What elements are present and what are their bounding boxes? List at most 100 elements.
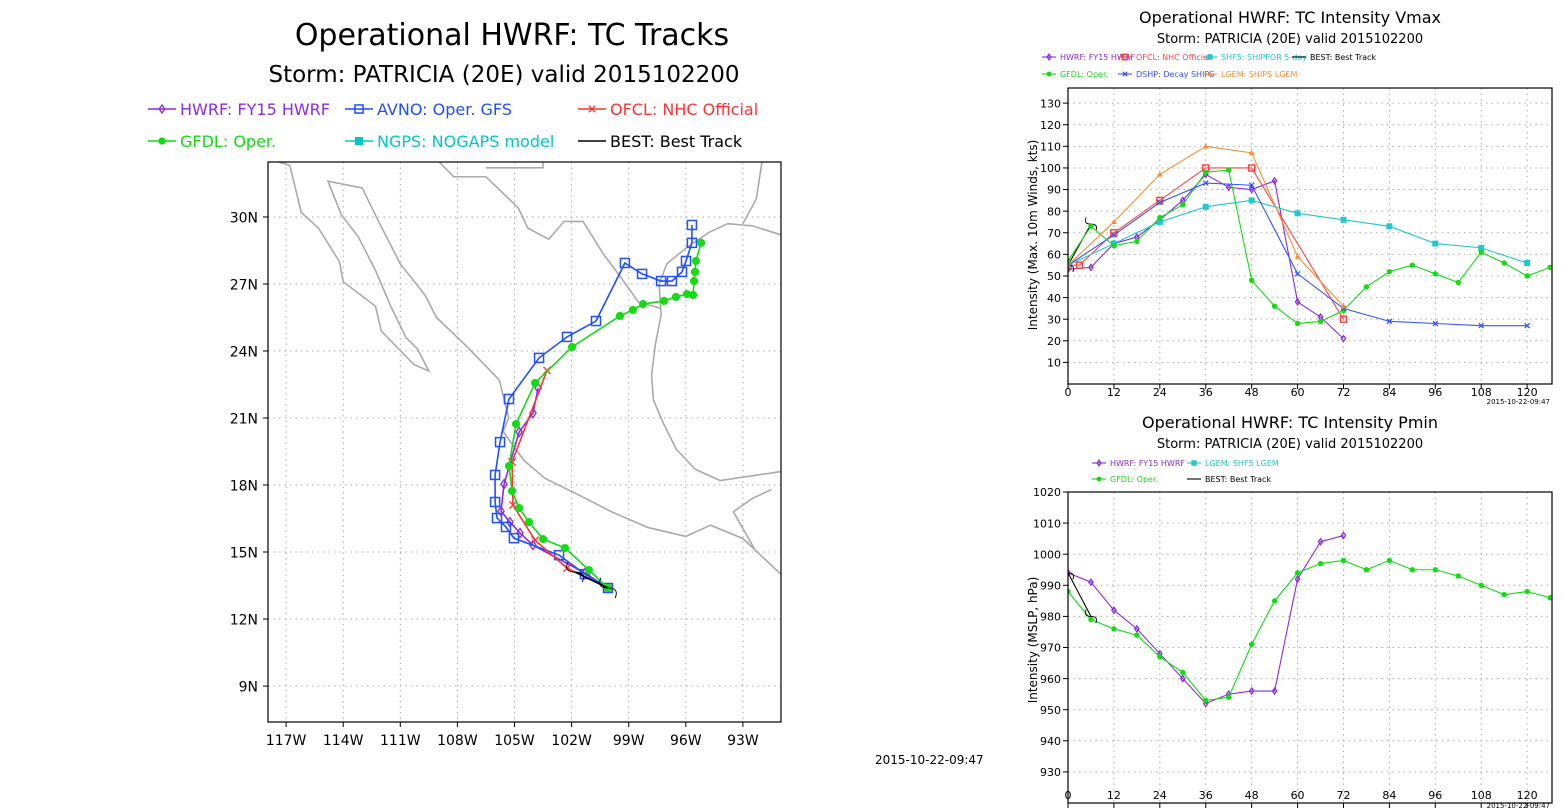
legend-item-gfdl: GFDL: Oper.	[148, 132, 276, 151]
pmin-x-tick-label: 60	[1291, 789, 1305, 802]
vmax-chart-subtitle: Storm: PATRICIA (20E) valid 2015102200	[1157, 32, 1423, 47]
data-point-avno	[533, 352, 545, 364]
legend-marker-icon	[1207, 71, 1213, 76]
data-point-gfdl	[1524, 588, 1530, 595]
data-point-ofcl	[1247, 164, 1256, 172]
data-point-hwrf	[1317, 537, 1324, 546]
vmax-x-tick-label: 108	[1471, 386, 1492, 399]
data-point-shf5	[1248, 197, 1255, 204]
data-point-hwrf	[1271, 686, 1278, 696]
pmin-x-tick-label: 48	[1245, 789, 1259, 802]
series-dshp	[1068, 180, 1530, 329]
data-point-avno	[686, 219, 698, 231]
pmin-x-tick-label: 108	[1471, 789, 1492, 802]
page-timestamp: 2015-10-22-09:47	[875, 753, 984, 767]
coastline	[438, 162, 662, 310]
legend-item-hwrf: HWRF: FY15 HWRF	[1092, 459, 1185, 468]
data-point-hwrf	[1294, 574, 1301, 584]
data-point-hwrf	[1068, 568, 1071, 577]
data-point-gfdl	[1088, 616, 1094, 623]
data-point-lgem	[1110, 218, 1117, 225]
series-hwrf	[1068, 170, 1347, 343]
series-line-ofcl	[1068, 167, 1344, 320]
data-point-gfdl	[504, 461, 514, 471]
legend-label: GFDL: Oper.	[180, 132, 276, 151]
track-map-y-tick-label: 9N	[239, 679, 258, 695]
series-hwrf	[1068, 531, 1347, 708]
track-chart-title: Operational HWRF: TC Tracks	[295, 18, 729, 53]
vmax-x-tick-label: 120	[1517, 386, 1538, 399]
track-map-y-tick-label: 18N	[230, 478, 258, 494]
track-map-x-tick-label: 114W	[323, 733, 364, 749]
data-point-hwrf	[1088, 578, 1094, 587]
pmin-x-tick-label: 120	[1517, 789, 1538, 802]
data-point-gfdl	[1501, 591, 1507, 598]
series-best	[1068, 572, 1097, 624]
legend-label: SHF5: SHIPFOR 5-day	[1221, 53, 1307, 62]
legend-marker-icon	[1096, 459, 1102, 467]
data-point-gfdl	[1547, 264, 1552, 271]
vmax-x-tick-label: 96	[1428, 386, 1442, 399]
legend-label: HWRF: FY15 HWRF	[1060, 53, 1135, 62]
data-point-gfdl	[524, 518, 534, 527]
data-point-hwrf	[1179, 674, 1186, 683]
data-point-gfdl	[1271, 598, 1278, 604]
vmax-y-tick-label: 130	[1040, 97, 1061, 110]
track-map-y-tick-label: 30N	[230, 210, 258, 226]
vmax-y-tick-label: 70	[1047, 227, 1061, 240]
vmax-chart-title: Operational HWRF: TC Intensity Vmax	[1139, 8, 1441, 27]
data-point-gfdl	[511, 419, 521, 429]
pmin-plot: 0 12 24 36 48 60 72 84 96 108 12093094095096097098…	[1033, 459, 1553, 808]
data-point-gfdl	[531, 378, 540, 387]
data-point-lgem	[1248, 149, 1255, 155]
data-point-gfdl	[1225, 167, 1232, 173]
data-point-avno	[503, 393, 515, 405]
legend-item-ngps: NGPS: NOGAPS model	[345, 132, 554, 151]
data-point-hwrf	[1225, 183, 1232, 192]
track-map-x-tick-label: 93W	[727, 733, 759, 749]
data-point-avno	[619, 257, 631, 269]
data-point-lgem	[1068, 262, 1071, 268]
data-point-gfdl	[1134, 238, 1140, 245]
legend-marker-icon	[588, 105, 596, 113]
data-point-avno	[489, 469, 501, 481]
data-point-gfdl	[689, 290, 698, 299]
data-point-avno	[680, 255, 692, 267]
series-line-gfdl	[1068, 559, 1551, 701]
data-point-gfdl	[690, 267, 700, 276]
data-point-gfdl	[1294, 320, 1301, 327]
legend-marker-icon	[1191, 460, 1197, 466]
data-point-dshp	[1294, 270, 1301, 277]
data-point-gfdl	[539, 535, 548, 544]
legend-item-gfdl: GFDL: Oper.	[1092, 475, 1158, 484]
track-map-x-tick-label: 105W	[494, 733, 535, 749]
series-avno	[489, 219, 698, 594]
data-point-gfdl	[1386, 268, 1393, 275]
vmax-x-tick-label: 24	[1153, 386, 1167, 399]
data-point-gfdl	[1478, 582, 1484, 588]
data-point-hwrf	[500, 478, 508, 490]
pmin-y-tick-label: 960	[1040, 673, 1061, 686]
series-ofcl	[507, 366, 613, 593]
data-point-dshp	[1156, 199, 1163, 206]
series-best	[566, 561, 617, 599]
legend-item-gfdl: GFDL: Oper.	[1042, 70, 1108, 79]
data-point-gfdl	[1111, 626, 1117, 632]
legend-label: LGEM: SHIPS LGEM	[1221, 70, 1297, 79]
track-map-y-tick-label: 15N	[230, 545, 258, 561]
track-map-x-tick-label: 102W	[551, 733, 592, 749]
legend-marker-icon	[1122, 71, 1128, 77]
data-point-gfdl	[1203, 697, 1209, 704]
pmin-chart-title: Operational HWRF: TC Intensity Pmin	[1142, 413, 1438, 432]
data-point-gfdl	[1180, 201, 1186, 208]
series-line-gfdl	[508, 242, 702, 589]
legend-label: HWRF: FY15 HWRF	[180, 100, 330, 119]
data-point-lgem	[1202, 143, 1209, 149]
vmax-y-tick-label: 110	[1040, 141, 1061, 154]
vmax-y-tick-label: 100	[1040, 162, 1061, 175]
data-point-hwrf	[1340, 531, 1347, 540]
track-map-y-tick-label: 24N	[230, 344, 258, 360]
data-point-hwrf	[1271, 176, 1278, 186]
vmax-series-layer	[1068, 143, 1552, 343]
data-point-gfdl	[1248, 277, 1255, 283]
